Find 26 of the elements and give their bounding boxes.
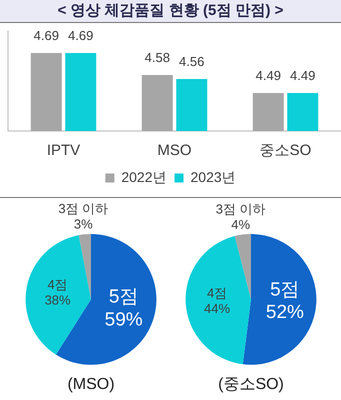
data-label: 44% [204,300,230,316]
text: (MSO) [66,376,114,393]
data-label: 4.49 [256,68,281,84]
chart-title: < 영상 체감품질 현황 (5점 만점) > [0,0,341,23]
data-label: 4.58 [144,50,170,66]
legend-label: 2023년 [190,168,236,185]
legend-label: 2022년 [121,168,167,185]
data-label: 4.56 [179,54,204,70]
x-tick-label: IPTV [46,142,80,160]
text: (중소SO) [218,376,284,393]
data-label: 38% [44,292,71,308]
data-label: 4% [230,217,250,232]
x-tick-label: MSO [157,142,192,160]
data-label: 59% [104,310,142,331]
x-tick-label: 중소SO [260,142,312,160]
slice-label: 5점 [270,279,300,300]
slice-label: 3점 이하 [58,201,108,216]
slice-label: 5점 [108,286,138,308]
data-label: 3% [73,216,93,232]
data-label: 4.69 [68,28,94,44]
slice-label: 4점 [206,285,227,300]
data-label: 4.49 [290,68,316,84]
data-label: 52% [265,302,304,324]
data-label: 4.69 [34,28,59,44]
slice-label: 4점 [46,276,68,292]
slice-label: 3점 이하 [215,201,266,216]
